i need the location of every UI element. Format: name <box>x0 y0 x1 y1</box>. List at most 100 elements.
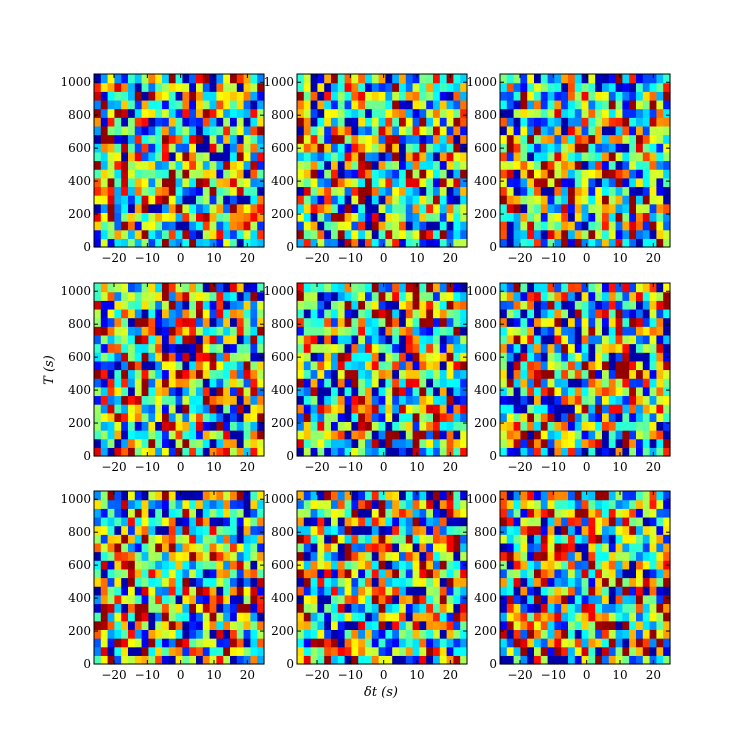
heatmap-cell <box>385 560 393 570</box>
heatmap-cell <box>385 360 393 371</box>
heatmap-cell <box>506 91 515 101</box>
heatmap-cell <box>602 499 610 509</box>
heatmap-cell <box>344 491 352 501</box>
heatmap-cell <box>399 612 407 622</box>
heatmap-cell <box>433 74 441 84</box>
heatmap-cell <box>460 212 468 222</box>
heatmap-cell <box>663 447 671 457</box>
heatmap-cell <box>134 169 143 179</box>
heatmap-cell <box>351 586 359 596</box>
heatmap-cell <box>663 300 671 310</box>
heatmap-cell <box>608 594 617 605</box>
heatmap-cell <box>107 343 115 353</box>
heatmap-cell <box>399 238 407 248</box>
heatmap-cell <box>216 160 224 170</box>
heatmap-cell <box>412 568 420 579</box>
heatmap-cell <box>547 412 555 422</box>
heatmap-cell <box>615 151 623 162</box>
heatmap-cell <box>216 395 224 405</box>
heatmap-cell <box>446 291 454 301</box>
heatmap-cell <box>527 620 535 630</box>
heatmap-cell <box>629 525 637 535</box>
heatmap-cell <box>155 577 163 587</box>
heatmap-cell <box>223 369 231 379</box>
heatmap-cell <box>155 108 163 118</box>
heatmap-cell <box>426 646 434 656</box>
heatmap-cell <box>168 560 177 570</box>
heatmap-cell <box>202 508 211 518</box>
heatmap-cell <box>236 646 245 656</box>
heatmap-cell <box>399 534 407 544</box>
heatmap-cell <box>649 308 657 319</box>
heatmap-cell <box>358 603 366 613</box>
heatmap-cell <box>595 508 603 518</box>
heatmap-cell <box>303 386 312 397</box>
heatmap-cell <box>561 369 569 379</box>
heatmap-cell <box>196 91 204 101</box>
heatmap-cell <box>250 343 258 353</box>
heatmap-cell <box>439 594 448 605</box>
heatmap-cell <box>392 151 400 162</box>
heatmap-cell <box>202 577 211 587</box>
heatmap-cell <box>534 74 542 84</box>
heatmap-cell <box>405 395 414 405</box>
heatmap-cell <box>155 212 163 222</box>
heatmap-cell <box>175 91 183 101</box>
heatmap-cell <box>588 203 596 213</box>
heatmap-cell <box>303 491 312 501</box>
heatmap-cell <box>209 117 217 127</box>
heatmap-cell <box>175 160 183 170</box>
heatmap-cell <box>439 203 448 213</box>
heatmap-cell <box>162 169 170 179</box>
heatmap-cell <box>656 160 664 170</box>
heatmap-cell <box>426 412 434 422</box>
heatmap-cell <box>324 525 332 535</box>
heatmap-cell <box>351 212 359 222</box>
heatmap-cell <box>216 421 224 431</box>
heatmap-cell <box>547 646 555 656</box>
heatmap-cell <box>399 542 407 553</box>
heatmap-cell <box>303 229 312 239</box>
heatmap-cell <box>588 334 596 345</box>
heatmap-cell <box>534 525 542 535</box>
y-tick-label: 0 <box>489 240 497 254</box>
heatmap-cell <box>189 160 197 170</box>
heatmap-cell <box>182 447 190 457</box>
heatmap-cell <box>615 586 623 596</box>
heatmap-cell <box>162 594 170 605</box>
heatmap-cell <box>209 386 217 397</box>
heatmap-cell <box>608 360 617 371</box>
heatmap-cell <box>446 499 454 509</box>
heatmap-cell <box>595 82 603 92</box>
heatmap-cell <box>453 638 461 648</box>
heatmap-cell <box>439 300 448 310</box>
heatmap-cell <box>581 300 589 310</box>
heatmap-cell <box>378 369 386 379</box>
heatmap-cell <box>223 343 231 353</box>
heatmap-cell <box>202 603 211 613</box>
heatmap-cell <box>506 238 515 248</box>
heatmap-cell <box>310 568 318 579</box>
heatmap-cell <box>331 638 339 648</box>
heatmap-cell <box>236 212 245 222</box>
heatmap-cell <box>399 352 407 362</box>
heatmap-cell <box>629 317 637 327</box>
heatmap-cell <box>453 203 461 213</box>
heatmap-cell <box>561 238 569 248</box>
heatmap-cell <box>134 117 143 127</box>
heatmap-cell <box>134 238 143 248</box>
heatmap-cell <box>182 395 190 405</box>
heatmap-cell <box>426 395 434 405</box>
heatmap-cell <box>385 151 393 162</box>
heatmap-cell <box>602 195 610 205</box>
heatmap-cell <box>663 612 671 622</box>
heatmap-cell <box>446 430 454 440</box>
heatmap-cell <box>540 108 549 118</box>
heatmap-cell <box>155 343 163 353</box>
heatmap-cell <box>506 125 515 136</box>
heatmap-cell <box>460 447 468 457</box>
heatmap-cell <box>223 108 231 118</box>
heatmap-cell <box>100 534 109 544</box>
heatmap-cell <box>446 160 454 170</box>
heatmap-cell <box>155 542 163 553</box>
